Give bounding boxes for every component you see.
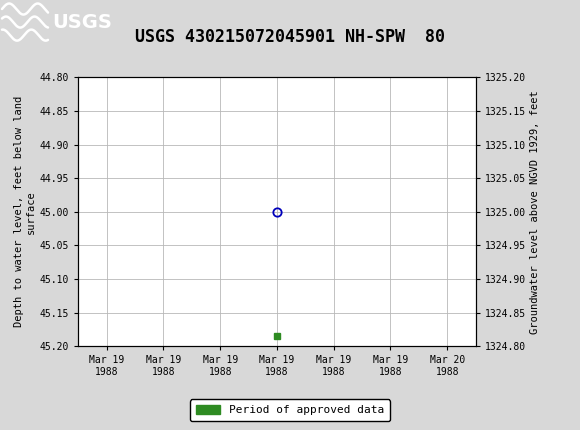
Text: USGS: USGS [52,13,112,32]
Legend: Period of approved data: Period of approved data [190,399,390,421]
Y-axis label: Groundwater level above NGVD 1929, feet: Groundwater level above NGVD 1929, feet [530,90,540,334]
Y-axis label: Depth to water level, feet below land
surface: Depth to water level, feet below land su… [14,96,36,327]
Text: USGS 430215072045901 NH-SPW  80: USGS 430215072045901 NH-SPW 80 [135,28,445,46]
